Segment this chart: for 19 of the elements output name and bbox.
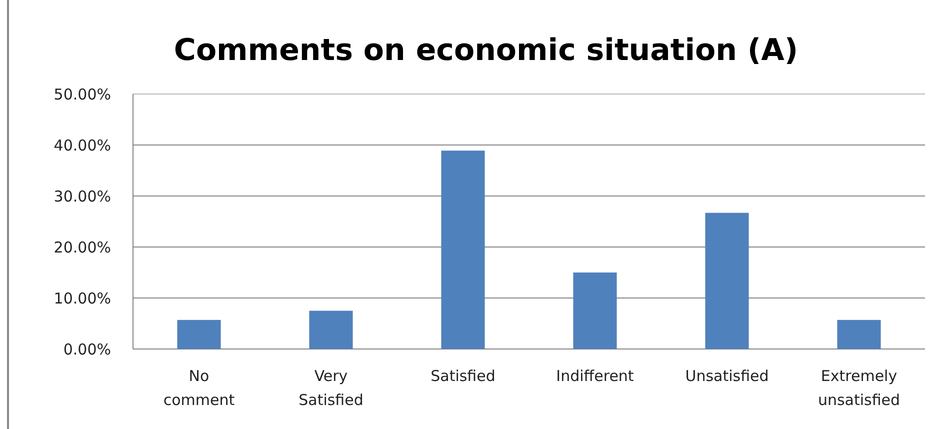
x-tick-label: Indifferent <box>556 367 634 385</box>
x-tick-label: No comment <box>163 367 235 409</box>
y-tick-label: 50.00% <box>54 85 111 104</box>
bar <box>837 320 881 349</box>
x-tick-label: Satisfied <box>430 367 496 385</box>
y-tick-label: 40.00% <box>54 136 111 154</box>
bar <box>441 150 485 349</box>
x-tick-label: Extremely unsatisfied <box>818 367 900 409</box>
x-tick-label: Unsatisfied <box>685 367 769 385</box>
y-tick-label: 20.00% <box>54 238 111 256</box>
y-tick-label: 30.00% <box>54 187 111 206</box>
bar <box>705 212 749 349</box>
bar <box>573 272 617 349</box>
bar <box>309 310 353 349</box>
y-tick-label: 0.00% <box>63 340 111 358</box>
chart-title: Comments on economic situation (A) <box>174 33 798 68</box>
x-tick-label: Very Satisfied <box>298 367 364 409</box>
bar <box>177 320 221 349</box>
y-tick-label: 10.00% <box>54 289 111 308</box>
